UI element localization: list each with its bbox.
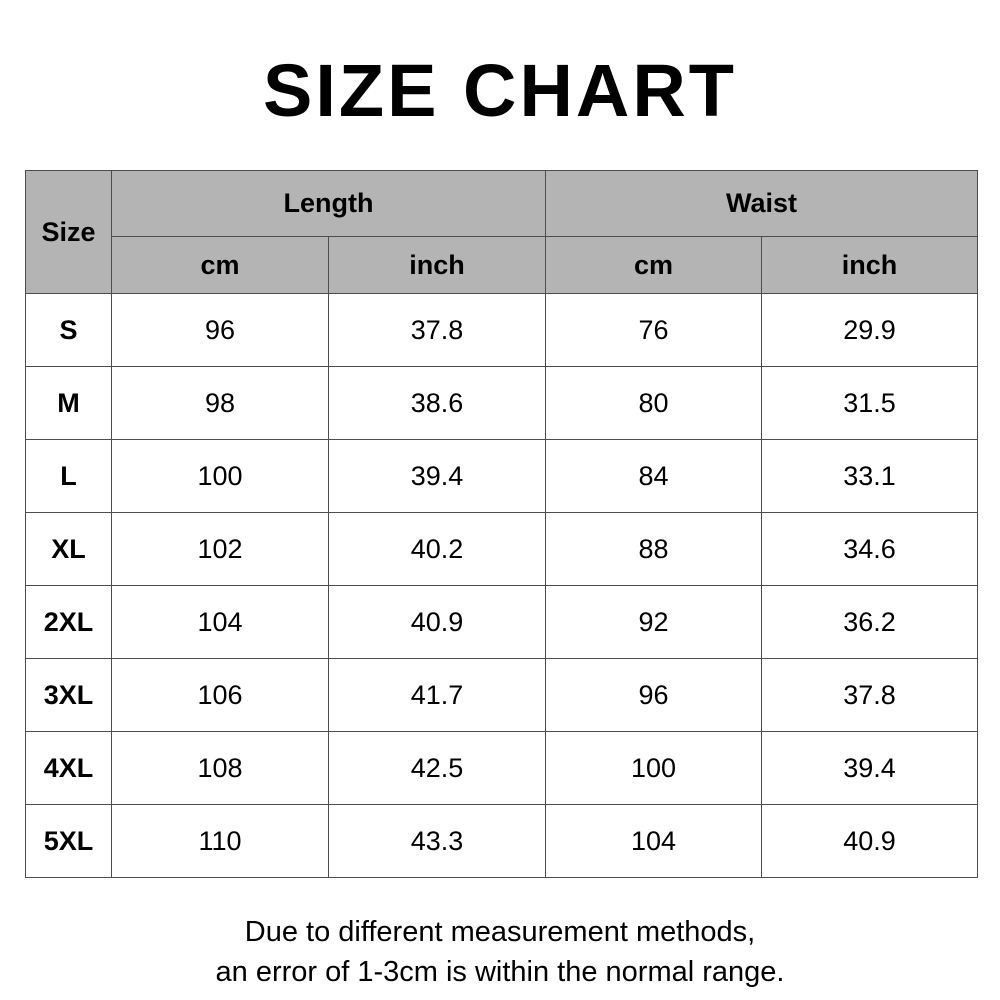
- disclaimer-line-2: an error of 1-3cm is within the normal r…: [215, 956, 785, 988]
- waist-cm-value: 76: [545, 293, 763, 367]
- disclaimer-line-1: Due to different measurement methods,: [244, 916, 756, 948]
- header-group-row: Size Length Waist: [25, 170, 979, 294]
- length-inch-value: 40.2: [327, 512, 547, 586]
- table-row: L 100 39.4 84 33.1: [25, 439, 979, 513]
- length-inch-value: 42.5: [327, 731, 547, 805]
- waist-inch-value: 34.6: [761, 512, 979, 586]
- length-inch-value: 41.7: [327, 658, 547, 732]
- length-cm-value: 98: [111, 366, 329, 440]
- size-chart-table: Size Length Waist cm inch cm inch S 96 3…: [25, 170, 979, 878]
- size-label: XL: [25, 512, 112, 586]
- length-cm-value: 108: [111, 731, 329, 805]
- waist-inch-value: 29.9: [761, 293, 979, 367]
- length-inch-value: 40.9: [327, 585, 547, 659]
- size-label: 5XL: [25, 804, 112, 878]
- table-row: XL 102 40.2 88 34.6: [25, 512, 979, 586]
- col-header-length: Length: [110, 170, 547, 237]
- disclaimer-text: Due to different measurement methods, an…: [0, 912, 1000, 992]
- length-inch-value: 43.3: [327, 804, 547, 878]
- waist-cm-value: 80: [545, 366, 763, 440]
- subheader-length-inch: inch: [327, 236, 547, 294]
- size-label: 3XL: [25, 658, 112, 732]
- waist-cm-value: 100: [545, 731, 763, 805]
- subheader-waist-inch: inch: [761, 236, 979, 294]
- waist-cm-value: 104: [545, 804, 763, 878]
- table-row: S 96 37.8 76 29.9: [25, 293, 979, 367]
- subheader-waist-cm: cm: [545, 236, 763, 294]
- header-sub-row: cm inch cm inch: [26, 236, 979, 294]
- col-header-waist: Waist: [545, 170, 979, 237]
- table-row: 3XL 106 41.7 96 37.8: [25, 658, 979, 732]
- length-inch-value: 39.4: [327, 439, 547, 513]
- waist-inch-value: 39.4: [761, 731, 979, 805]
- table-row: 4XL 108 42.5 100 39.4: [25, 731, 979, 805]
- table-row: 5XL 110 43.3 104 40.9: [25, 804, 979, 878]
- length-cm-value: 96: [111, 293, 329, 367]
- length-cm-value: 106: [111, 658, 329, 732]
- page-title: SIZE CHART: [263, 49, 737, 132]
- table-body: S 96 37.8 76 29.9 M 98 38.6 80 31.5 L 10…: [25, 293, 979, 878]
- size-label: S: [25, 293, 112, 367]
- size-label: 2XL: [25, 585, 112, 659]
- waist-inch-value: 40.9: [761, 804, 979, 878]
- waist-cm-value: 92: [545, 585, 763, 659]
- size-label: M: [25, 366, 112, 440]
- waist-inch-value: 36.2: [761, 585, 979, 659]
- table-row: 2XL 104 40.9 92 36.2: [25, 585, 979, 659]
- waist-cm-value: 84: [545, 439, 763, 513]
- size-label: L: [25, 439, 112, 513]
- size-label: 4XL: [25, 731, 112, 805]
- waist-cm-value: 88: [545, 512, 763, 586]
- subheader-length-cm: cm: [111, 236, 329, 294]
- length-cm-value: 110: [111, 804, 329, 878]
- col-header-size: Size: [25, 170, 112, 294]
- length-cm-value: 102: [111, 512, 329, 586]
- waist-inch-value: 33.1: [761, 439, 979, 513]
- length-inch-value: 37.8: [327, 293, 547, 367]
- length-inch-value: 38.6: [327, 366, 547, 440]
- length-cm-value: 100: [111, 439, 329, 513]
- table-row: M 98 38.6 80 31.5: [25, 366, 979, 440]
- length-cm-value: 104: [111, 585, 329, 659]
- waist-inch-value: 31.5: [761, 366, 979, 440]
- table-header: Size Length Waist cm inch cm inch: [25, 170, 979, 294]
- waist-cm-value: 96: [545, 658, 763, 732]
- waist-inch-value: 37.8: [761, 658, 979, 732]
